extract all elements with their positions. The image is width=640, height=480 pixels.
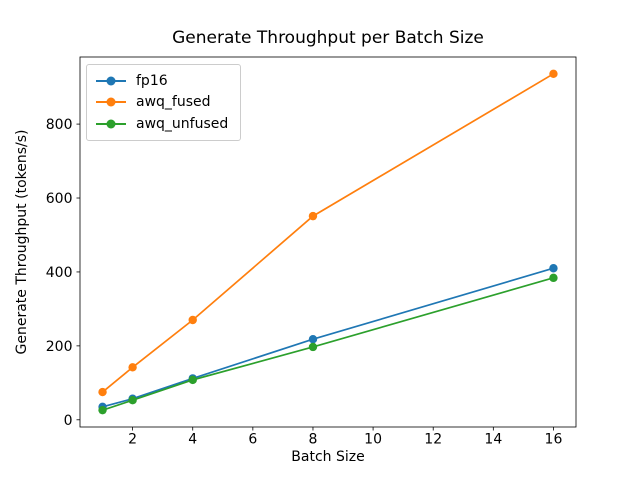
y-tick-label: 200 <box>46 339 73 355</box>
legend-item-awq_unfused: awq_unfused <box>96 113 228 135</box>
legend-item-awq_fused: awq_fused <box>96 92 228 114</box>
y-tick-label: 400 <box>46 265 73 281</box>
data-point-awq_fused <box>308 211 318 221</box>
axes-border <box>79 56 577 428</box>
data-point-awq_unfused <box>308 342 318 352</box>
legend-line-marker-icon <box>96 119 126 129</box>
legend-label: fp16 <box>136 72 168 89</box>
x-tick-label: 12 <box>424 432 442 448</box>
data-point-awq_unfused <box>128 396 137 405</box>
y-axis-label: Generate Throughput (tokens/s) <box>14 129 30 355</box>
data-point-awq_unfused <box>98 405 107 415</box>
data-point-awq_fused <box>128 363 137 372</box>
y-tick-label: 600 <box>46 191 73 207</box>
data-point-fp16 <box>549 264 558 273</box>
legend-line-marker-icon <box>96 97 126 107</box>
x-tick-label: 2 <box>128 432 137 448</box>
x-tick-label: 16 <box>545 432 563 448</box>
x-axis-label: Batch Size <box>291 449 365 465</box>
legend-marker-dot-icon <box>106 76 116 86</box>
x-tick-label: 4 <box>188 432 197 448</box>
x-tick-label: 8 <box>309 432 318 448</box>
data-point-awq_fused <box>98 387 107 397</box>
legend-line-marker-icon <box>96 76 126 86</box>
data-point-awq_fused <box>188 315 197 325</box>
legend-marker-dot-icon <box>106 119 116 129</box>
data-point-awq_fused <box>549 69 558 79</box>
data-point-fp16 <box>308 335 318 344</box>
chart-title: Generate Throughput per Batch Size <box>172 28 484 48</box>
legend-item-fp16: fp16 <box>96 70 228 92</box>
y-tick-label: 0 <box>64 413 73 429</box>
legend-label: awq_fused <box>136 94 211 111</box>
legend: fp16 awq_fused awq_unfused <box>86 64 242 141</box>
data-point-awq_unfused <box>549 273 558 283</box>
x-tick-label: 10 <box>364 432 382 448</box>
legend-label: awq_unfused <box>136 115 229 132</box>
legend-marker-dot-icon <box>106 97 116 107</box>
y-tick-label: 800 <box>46 117 73 133</box>
data-point-awq_unfused <box>188 375 197 385</box>
x-tick-label: 6 <box>248 432 257 448</box>
series-line-awq_unfused <box>102 277 554 411</box>
x-tick-label: 14 <box>484 432 502 448</box>
